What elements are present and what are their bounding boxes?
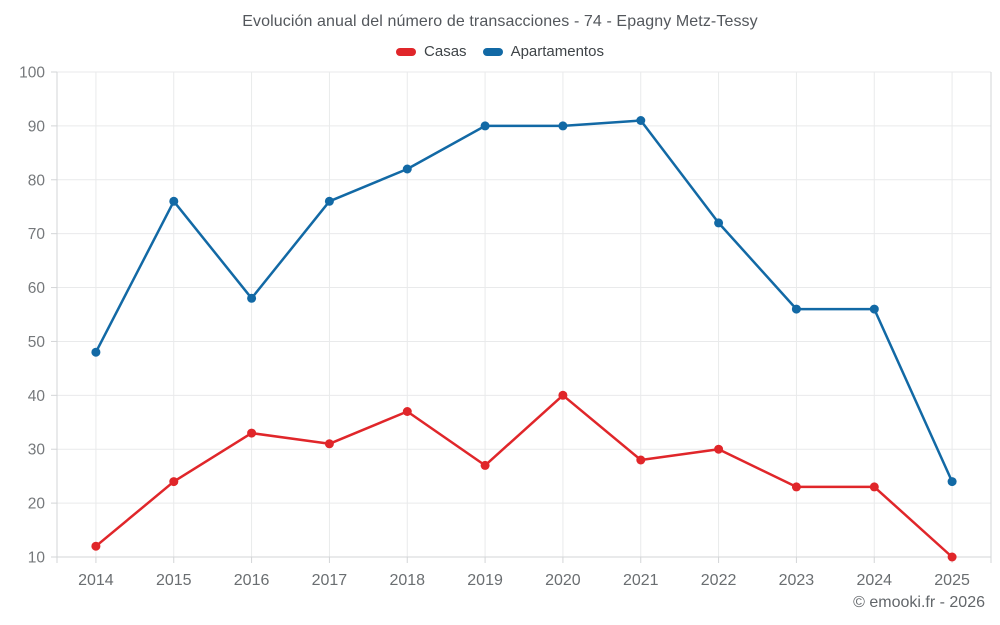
apartamentos-point-2016[interactable]	[247, 293, 257, 303]
apartamentos-point-2020[interactable]	[558, 121, 568, 131]
y-axis-label: 90	[28, 118, 46, 135]
x-axis-label: 2020	[545, 572, 581, 589]
x-axis-label: 2023	[779, 572, 815, 589]
x-axis-label: 2019	[467, 572, 503, 589]
copyright-credit: © emooki.fr - 2026	[853, 594, 985, 611]
casas-point-2014[interactable]	[91, 541, 101, 551]
y-axis-label: 100	[19, 65, 45, 82]
chart-title: Evolución anual del número de transaccio…	[242, 13, 758, 30]
x-axis-label: 2015	[156, 572, 192, 589]
chart-legend: Casas Apartamentos	[0, 43, 1000, 60]
apartamentos-point-2015[interactable]	[169, 196, 179, 206]
casas-point-2016[interactable]	[247, 428, 257, 438]
casas-point-2023[interactable]	[791, 482, 801, 492]
apartamentos-line	[94, 119, 954, 483]
apartamentos-point-2021[interactable]	[636, 116, 646, 125]
casas-point-2015[interactable]	[169, 477, 179, 487]
x-axis-label: 2018	[389, 572, 425, 589]
legend-label-apartamentos: Apartamentos	[510, 43, 604, 60]
y-axis-label: 40	[28, 388, 46, 405]
x-axis-label: 2025	[934, 572, 970, 589]
casas-point-2025[interactable]	[947, 552, 957, 562]
y-axis-label: 70	[28, 226, 46, 243]
casas-point-2019[interactable]	[480, 460, 490, 470]
x-axis-label: 2024	[856, 572, 892, 589]
casas-line	[94, 394, 954, 559]
legend-item-casas[interactable]: Casas	[396, 43, 467, 60]
apartamentos-point-2018[interactable]	[402, 164, 412, 174]
y-axis-label: 50	[28, 334, 46, 351]
x-axis-label: 2021	[623, 572, 659, 589]
x-axis-label: 2016	[234, 572, 270, 589]
casas-point-2022[interactable]	[714, 444, 724, 454]
apartamentos-point-2017[interactable]	[324, 196, 334, 206]
casas-point-2024[interactable]	[869, 482, 879, 492]
apartamentos-point-2023[interactable]	[791, 304, 801, 314]
y-axis-label: 10	[28, 550, 46, 567]
y-axis-label: 30	[28, 442, 46, 459]
apartamentos-legend-marker-icon	[482, 47, 503, 56]
casas-point-2018[interactable]	[402, 407, 412, 416]
y-axis-label: 80	[28, 172, 46, 189]
casas-legend-marker-icon	[396, 47, 417, 56]
x-axis-label: 2022	[701, 572, 737, 589]
apartamentos-point-2024[interactable]	[869, 304, 879, 314]
apartamentos-point-2022[interactable]	[714, 218, 724, 228]
y-axis-label: 20	[28, 496, 46, 513]
legend-item-apartamentos[interactable]: Apartamentos	[482, 43, 604, 60]
x-axis-label: 2017	[312, 572, 348, 589]
casas-point-2020[interactable]	[558, 390, 568, 400]
apartamentos-point-2025[interactable]	[947, 477, 957, 487]
apartamentos-point-2019[interactable]	[480, 121, 490, 131]
casas-point-2017[interactable]	[324, 439, 334, 449]
apartamentos-point-2014[interactable]	[91, 347, 101, 357]
legend-label-casas: Casas	[424, 43, 467, 60]
casas-point-2021[interactable]	[636, 455, 646, 465]
y-axis-label: 60	[28, 280, 46, 297]
x-axis-label: 2014	[78, 572, 114, 589]
